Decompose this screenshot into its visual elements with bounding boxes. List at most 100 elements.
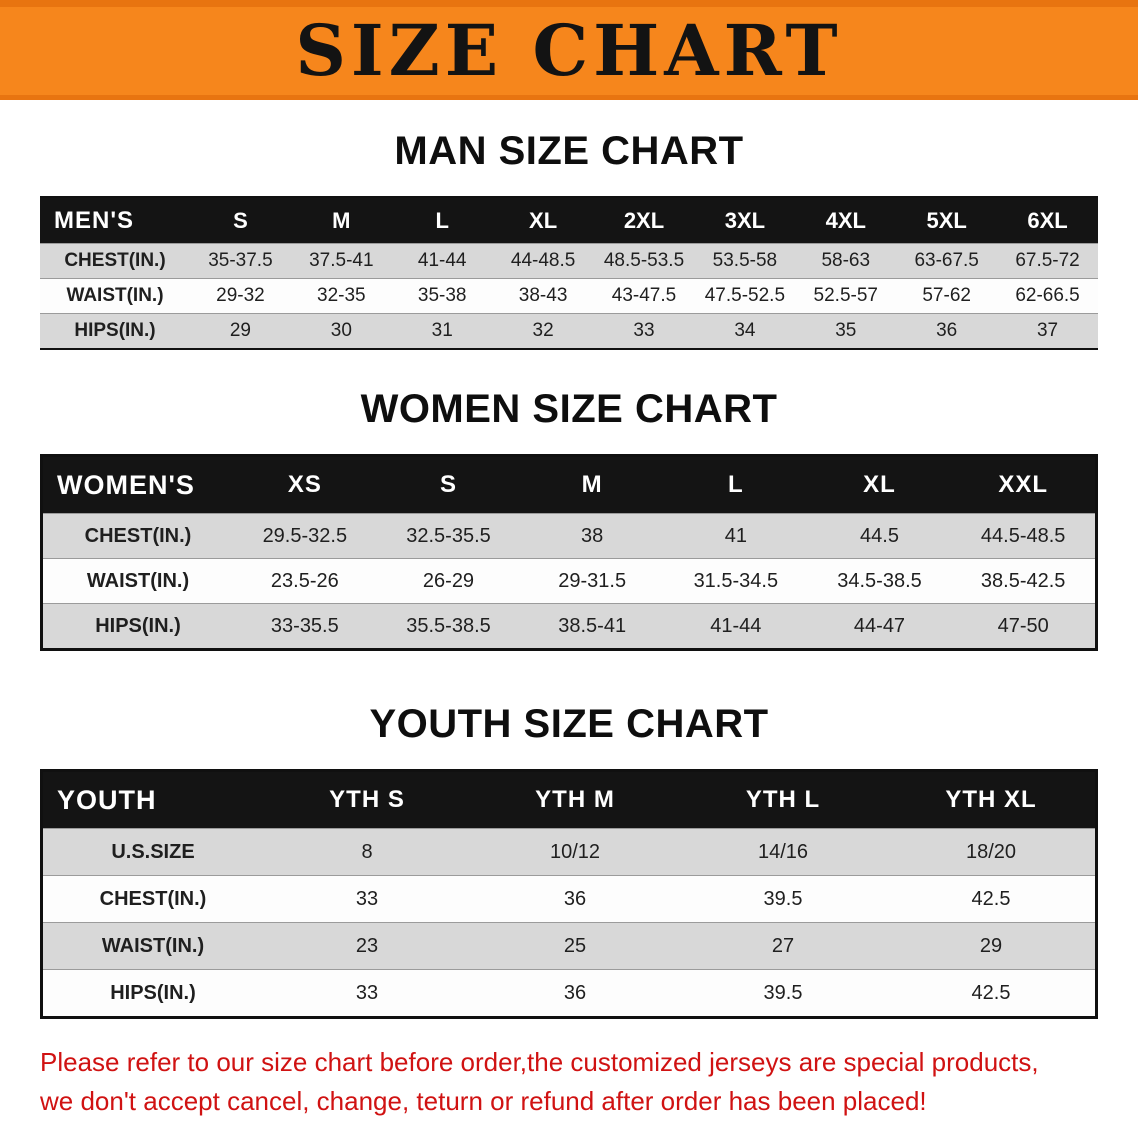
value-cell: 33	[263, 875, 471, 922]
value-cell: 44.5-48.5	[951, 513, 1095, 558]
row-label-cell: CHEST(IN.)	[40, 243, 190, 278]
value-cell: 47-50	[951, 603, 1095, 648]
value-cell: 37.5-41	[290, 243, 392, 278]
value-cell: 47.5-52.5	[694, 278, 796, 313]
value-cell: 41-44	[391, 243, 493, 278]
size-column-header: S	[376, 457, 521, 513]
size-column-header: 3XL	[694, 198, 796, 243]
value-cell: 33	[593, 313, 695, 348]
value-cell: 31	[391, 313, 493, 348]
value-cell: 63-67.5	[896, 243, 998, 278]
value-cell: 34	[694, 313, 796, 348]
value-cell: 35-38	[391, 278, 493, 313]
value-cell: 62-66.5	[997, 278, 1098, 313]
size-column-header: YTH S	[263, 772, 471, 828]
value-cell: 53.5-58	[694, 243, 796, 278]
size-column-header: S	[190, 198, 291, 243]
size-column-header: M	[520, 457, 664, 513]
youth-size-table: YOUTH YTH S YTH M YTH L YTH XL U.S.SIZE 8 10/12…	[40, 769, 1098, 1019]
value-cell: 26-29	[376, 558, 521, 603]
value-cell: 27	[679, 922, 887, 969]
table-corner-label: MEN'S	[40, 198, 190, 243]
value-cell: 39.5	[679, 969, 887, 1016]
value-cell: 67.5-72	[997, 243, 1098, 278]
size-column-header: XL	[492, 198, 594, 243]
women-size-table: WOMEN'S XS S M L XL XXL CHEST(IN.) 29.5-32.5 32.5…	[40, 454, 1098, 651]
value-cell: 10/12	[471, 828, 679, 875]
value-cell: 36	[471, 875, 679, 922]
value-cell: 25	[471, 922, 679, 969]
size-column-header: XXL	[951, 457, 1095, 513]
value-cell: 35.5-38.5	[376, 603, 521, 648]
order-notice: Please refer to our size chart before or…	[40, 1043, 1098, 1121]
men-size-table: MEN'S S M L XL 2XL 3XL 4XL 5XL 6XL CHEST(IN.) 35-37…	[40, 196, 1098, 350]
value-cell: 41-44	[664, 603, 808, 648]
value-cell: 29.5-32.5	[233, 513, 377, 558]
value-cell: 44-47	[807, 603, 952, 648]
section-youth: YOUTH SIZE CHART YOUTH YTH S YTH M YTH L YTH…	[0, 651, 1138, 1019]
row-label-cell: CHEST(IN.)	[43, 513, 233, 558]
value-cell: 32.5-35.5	[376, 513, 521, 558]
value-cell: 35-37.5	[190, 243, 291, 278]
notice-line-1: Please refer to our size chart before or…	[40, 1047, 1039, 1077]
size-chart-sections: MAN SIZE CHART MEN'S S M L XL 2XL 3XL 4XL 5XL 6XL…	[0, 100, 1138, 1019]
value-cell: 36	[896, 313, 998, 348]
value-cell: 29-31.5	[520, 558, 664, 603]
size-column-header: XS	[233, 457, 377, 513]
table-corner-label: WOMEN'S	[43, 457, 233, 513]
row-label-cell: WAIST(IN.)	[40, 278, 190, 313]
value-cell: 30	[290, 313, 392, 348]
value-cell: 34.5-38.5	[807, 558, 952, 603]
value-cell: 32-35	[290, 278, 392, 313]
value-cell: 23	[263, 922, 471, 969]
table-corner-label: YOUTH	[43, 772, 263, 828]
size-column-header: YTH L	[679, 772, 887, 828]
value-cell: 38-43	[492, 278, 594, 313]
size-column-header: 2XL	[593, 198, 695, 243]
value-cell: 23.5-26	[233, 558, 377, 603]
notice-line-2: we don't accept cancel, change, teturn o…	[40, 1086, 927, 1116]
row-label-cell: WAIST(IN.)	[43, 922, 263, 969]
value-cell: 58-63	[795, 243, 897, 278]
banner-title: SIZE CHART	[295, 9, 843, 92]
value-cell: 35	[795, 313, 897, 348]
size-column-header: YTH M	[471, 772, 679, 828]
value-cell: 43-47.5	[593, 278, 695, 313]
value-cell: 38	[520, 513, 664, 558]
value-cell: 41	[664, 513, 808, 558]
value-cell: 14/16	[679, 828, 887, 875]
row-label-cell: WAIST(IN.)	[43, 558, 233, 603]
row-label-cell: HIPS(IN.)	[43, 969, 263, 1016]
value-cell: 42.5	[887, 875, 1095, 922]
value-cell: 32	[492, 313, 594, 348]
section-men: MAN SIZE CHART MEN'S S M L XL 2XL 3XL 4XL 5XL 6XL…	[0, 100, 1138, 350]
value-cell: 29-32	[190, 278, 291, 313]
size-column-header: L	[391, 198, 493, 243]
value-cell: 29	[887, 922, 1095, 969]
size-column-header: 4XL	[795, 198, 897, 243]
value-cell: 57-62	[896, 278, 998, 313]
value-cell: 48.5-53.5	[593, 243, 695, 278]
value-cell: 44.5	[807, 513, 952, 558]
size-column-header: YTH XL	[887, 772, 1095, 828]
value-cell: 38.5-41	[520, 603, 664, 648]
value-cell: 33	[263, 969, 471, 1016]
size-column-header: M	[290, 198, 392, 243]
value-cell: 39.5	[679, 875, 887, 922]
value-cell: 36	[471, 969, 679, 1016]
size-column-header: 6XL	[997, 198, 1098, 243]
size-column-header: L	[664, 457, 808, 513]
value-cell: 38.5-42.5	[951, 558, 1095, 603]
size-column-header: 5XL	[896, 198, 998, 243]
value-cell: 33-35.5	[233, 603, 377, 648]
value-cell: 37	[997, 313, 1098, 348]
value-cell: 29	[190, 313, 291, 348]
value-cell: 52.5-57	[795, 278, 897, 313]
row-label-cell: HIPS(IN.)	[40, 313, 190, 348]
value-cell: 44-48.5	[492, 243, 594, 278]
women-size-chart-heading: WOMEN SIZE CHART	[360, 387, 778, 431]
row-label-cell: CHEST(IN.)	[43, 875, 263, 922]
row-label-cell: U.S.SIZE	[43, 828, 263, 875]
value-cell: 42.5	[887, 969, 1095, 1016]
